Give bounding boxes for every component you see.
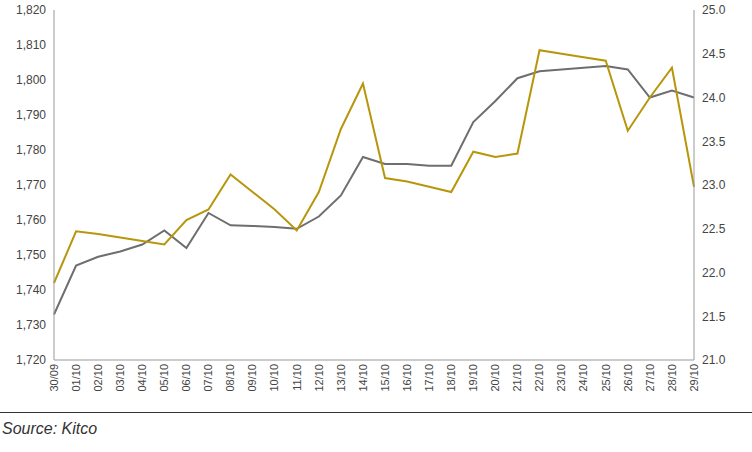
svg-text:27/10: 27/10 [644,364,656,392]
svg-text:30/09: 30/09 [48,364,60,392]
svg-text:04/10: 04/10 [136,364,148,392]
svg-text:12/10: 12/10 [313,364,325,392]
svg-text:07/10: 07/10 [202,364,214,392]
svg-text:24/10: 24/10 [577,364,589,392]
svg-text:1,730: 1,730 [16,318,46,332]
svg-text:16/10: 16/10 [401,364,413,392]
svg-text:23.0: 23.0 [702,178,726,192]
svg-text:15/10: 15/10 [379,364,391,392]
svg-text:28/10: 28/10 [666,364,678,392]
svg-text:24.5: 24.5 [702,47,726,61]
svg-text:1,720: 1,720 [16,353,46,367]
svg-text:26/10: 26/10 [622,364,634,392]
svg-text:1,770: 1,770 [16,178,46,192]
html-text:Source: Kitco: Source: Kitco [2,420,98,437]
svg-text:13/10: 13/10 [335,364,347,392]
svg-text:21.5: 21.5 [702,310,726,324]
svg-text:1,820: 1,820 [16,3,46,17]
svg-text:11/10: 11/10 [291,364,303,391]
svg-text:05/10: 05/10 [158,364,170,392]
svg-text:25/10: 25/10 [600,364,612,392]
svg-text:03/10: 03/10 [114,364,126,392]
svg-text:20/10: 20/10 [489,364,501,392]
svg-text:29/10: 29/10 [688,364,700,392]
svg-text:23/10: 23/10 [555,364,567,392]
svg-text:22.0: 22.0 [702,266,726,280]
svg-text:25.0: 25.0 [702,3,726,17]
svg-text:1,740: 1,740 [16,283,46,297]
svg-text:18/10: 18/10 [445,364,457,392]
svg-text:1,790: 1,790 [16,108,46,122]
svg-text:08/10: 08/10 [224,364,236,392]
svg-text:09/10: 09/10 [246,364,258,392]
svg-text:1,750: 1,750 [16,248,46,262]
svg-text:1,800: 1,800 [16,73,46,87]
svg-text:22.5: 22.5 [702,222,726,236]
svg-text:14/10: 14/10 [357,364,369,392]
svg-text:02/10: 02/10 [92,364,104,392]
svg-text:21.0: 21.0 [702,353,726,367]
svg-text:10/10: 10/10 [268,364,280,392]
svg-text:1,780: 1,780 [16,143,46,157]
svg-text:22/10: 22/10 [533,364,545,392]
svg-text:19/10: 19/10 [467,364,479,392]
svg-text:23.5: 23.5 [702,135,726,149]
svg-text:17/10: 17/10 [423,364,435,392]
svg-text:24.0: 24.0 [702,91,726,105]
svg-text:01/10: 01/10 [70,364,82,392]
svg-text:06/10: 06/10 [180,364,192,392]
svg-text:1,810: 1,810 [16,38,46,52]
svg-text:21/10: 21/10 [511,364,523,392]
svg-text:1,760: 1,760 [16,213,46,227]
